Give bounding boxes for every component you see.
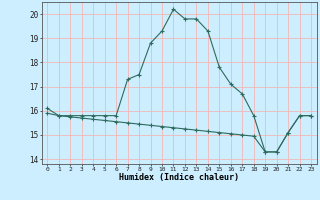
X-axis label: Humidex (Indice chaleur): Humidex (Indice chaleur) bbox=[119, 173, 239, 182]
